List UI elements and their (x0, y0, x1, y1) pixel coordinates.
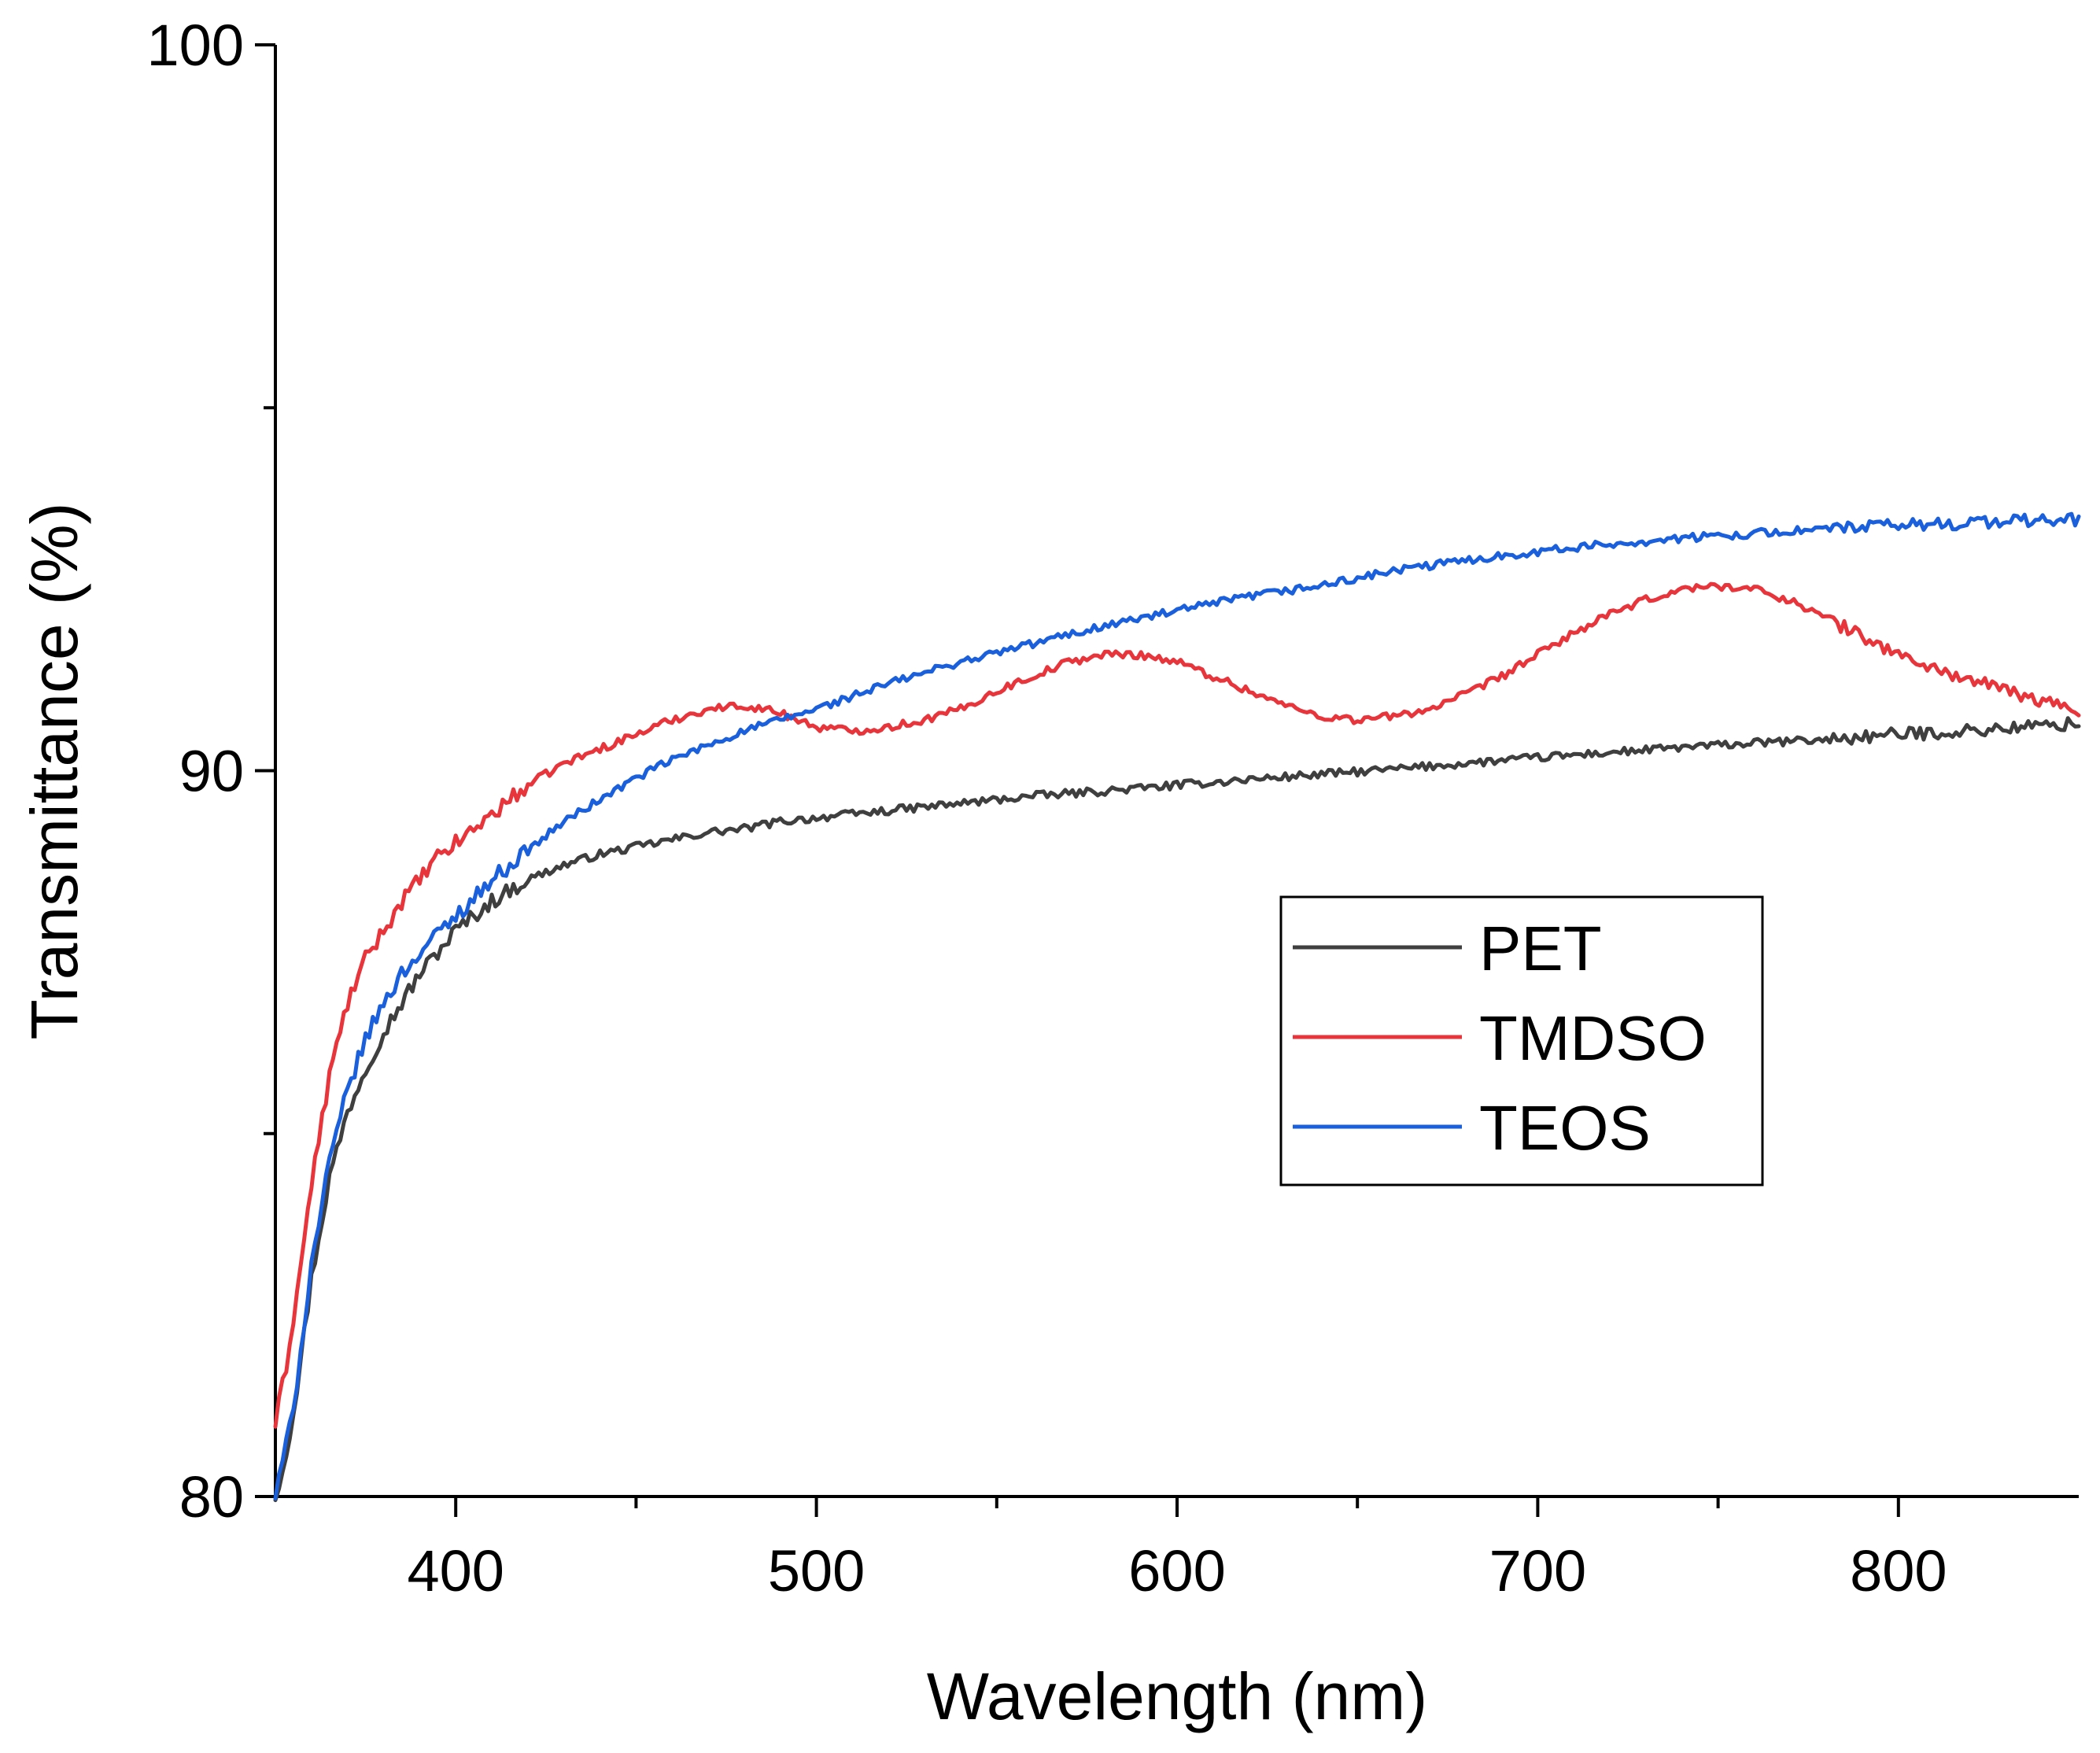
x-tick-label: 400 (407, 1538, 504, 1604)
x-tick-label: 700 (1489, 1538, 1586, 1604)
x-tick-label: 600 (1128, 1538, 1225, 1604)
x-tick-label: 800 (1850, 1538, 1947, 1604)
legend-label-teos: TEOS (1479, 1093, 1651, 1163)
series-line-tmdso (273, 581, 2081, 1429)
legend-label-tmdso: TMDSO (1479, 1003, 1707, 1073)
series-layer (273, 511, 2081, 1503)
plot-area: 400 500 600 700 800 80 90 100 (147, 13, 2081, 1604)
y-tick-label: 100 (147, 13, 244, 78)
axis-ticks: 400 500 600 700 800 80 90 100 (147, 13, 1947, 1604)
x-axis-title: Wavelength (nm) (927, 1659, 1427, 1733)
x-tick-label: 500 (768, 1538, 865, 1604)
legend: PET TMDSO TEOS (1279, 895, 1764, 1187)
y-tick-label: 90 (179, 739, 244, 804)
series-line-pet (273, 716, 2081, 1503)
legend-box (1279, 895, 1764, 1187)
legend-label-pet: PET (1479, 913, 1602, 984)
y-axis-title: Transmittance (%) (17, 502, 91, 1039)
series-line-teos (273, 511, 2081, 1500)
legend-entries: PET TMDSO TEOS (1293, 913, 1707, 1163)
y-tick-label: 80 (179, 1464, 244, 1530)
